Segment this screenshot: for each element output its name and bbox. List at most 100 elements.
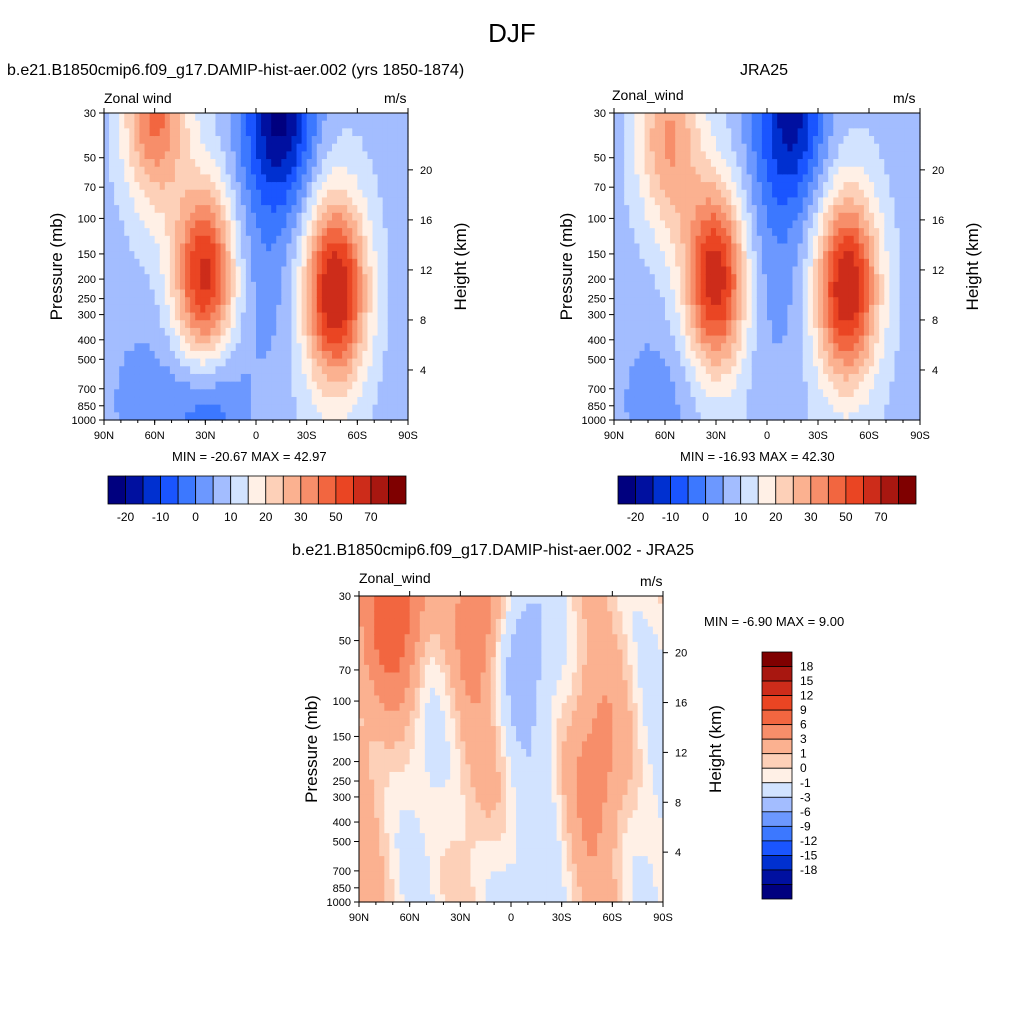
panel2-cell xyxy=(767,343,773,352)
panel1-cell xyxy=(291,335,298,344)
panel1-cell xyxy=(402,120,409,129)
panel1-cell xyxy=(205,174,211,183)
panel2-cell xyxy=(751,235,758,245)
panel1-subtitle-right: m/s xyxy=(384,90,407,106)
panel1-cell xyxy=(261,281,267,291)
panel1-cell xyxy=(326,297,333,306)
panel1-cell xyxy=(281,327,287,337)
panel2-cell xyxy=(833,304,839,314)
panel1-cell xyxy=(215,159,222,168)
panel2-cell xyxy=(700,212,707,222)
panel2-colorbar-box xyxy=(722,475,742,505)
panel1-cell xyxy=(164,166,171,175)
panel2-cell xyxy=(705,235,712,245)
panel1-cell xyxy=(215,258,222,268)
panel1-cell xyxy=(256,320,262,329)
panel2-cell xyxy=(848,235,855,245)
panel2-cell xyxy=(670,412,676,421)
panel1-cell xyxy=(114,320,120,329)
panel2-cell xyxy=(751,381,758,390)
panel2-cell xyxy=(634,113,641,122)
panel2-cell xyxy=(659,274,666,283)
panel2-cell xyxy=(802,136,809,145)
panel2-cell xyxy=(787,312,794,321)
panel2-cell xyxy=(731,174,737,183)
panel2-cell xyxy=(670,212,676,222)
panel1-cell xyxy=(372,320,379,329)
panel2-cell xyxy=(879,274,885,283)
panel2-cell xyxy=(894,258,901,268)
panel1-cell xyxy=(357,197,363,206)
panel1-cell xyxy=(342,243,348,252)
panel2-cell xyxy=(619,396,625,406)
panel1-cell xyxy=(402,327,409,337)
panel2-cell xyxy=(884,182,890,191)
panel1-cell xyxy=(129,128,135,137)
panel2-cell xyxy=(746,228,753,237)
panel1-cell xyxy=(342,166,348,175)
panel2-cell xyxy=(823,320,829,329)
panel1-cell xyxy=(337,274,343,283)
panel1-cell xyxy=(321,358,328,367)
panel1-cell xyxy=(291,289,298,298)
panel2-cell xyxy=(833,312,839,321)
panel1-cell xyxy=(291,396,298,406)
panel1-cell xyxy=(372,304,379,314)
panel2-cell xyxy=(828,281,834,291)
panel2-cell xyxy=(761,251,768,260)
panel2-cell xyxy=(654,212,661,222)
panel2-cell xyxy=(802,381,809,390)
panel1-cell xyxy=(261,143,267,152)
panel2-cell xyxy=(736,312,743,321)
panel2-cell xyxy=(812,159,819,168)
panel1-cell xyxy=(296,343,303,352)
panel2-cell xyxy=(807,212,814,222)
panel2-cell xyxy=(858,396,865,406)
panel2-cell xyxy=(614,335,620,344)
panel2-cell xyxy=(756,289,763,298)
panel1-cell xyxy=(245,358,252,367)
panel1-cell xyxy=(215,320,222,329)
panel1-cell xyxy=(119,174,125,183)
panel2-cell xyxy=(787,366,794,375)
panel2-cell xyxy=(787,182,794,191)
panel2-cell xyxy=(751,166,758,175)
panel2-cell xyxy=(894,404,901,413)
panel2-cell xyxy=(675,205,681,214)
panel1-cell xyxy=(367,320,374,329)
panel1-cell xyxy=(114,189,120,199)
panel2-cell xyxy=(879,312,885,321)
panel2-cell xyxy=(812,350,819,360)
panel1-cell xyxy=(250,243,257,252)
panel2-cell xyxy=(899,320,906,329)
panel1-cell xyxy=(124,235,130,245)
panel1-cell xyxy=(352,396,358,406)
panel2-cell xyxy=(659,389,666,398)
panel2-cell xyxy=(705,120,712,129)
panel2-cell xyxy=(695,189,702,199)
panel1-cell xyxy=(402,258,409,268)
panel2-cell xyxy=(614,373,620,383)
panel1-cell xyxy=(230,312,237,321)
panel1-cell xyxy=(134,274,141,283)
panel1-cell xyxy=(377,327,384,337)
panel2-cell xyxy=(853,366,860,375)
panel1-cell xyxy=(245,366,252,375)
panel2-cell xyxy=(690,396,697,406)
panel1-cell xyxy=(174,128,181,137)
panel1-cell xyxy=(119,281,125,291)
panel2-cell xyxy=(812,297,819,306)
panel2-cell xyxy=(869,281,875,291)
panel2-cell xyxy=(904,373,911,383)
panel1-cell xyxy=(382,297,389,306)
panel1-cell xyxy=(134,320,141,329)
panel2-cell xyxy=(899,358,906,367)
panel2-cell xyxy=(680,274,686,283)
panel1-cell xyxy=(235,212,242,222)
panel2-cell xyxy=(700,235,707,245)
panel2-cell xyxy=(807,189,814,199)
panel2-cell xyxy=(736,182,743,191)
panel2-cell xyxy=(629,389,635,398)
panel2-cell xyxy=(726,358,732,367)
panel2-cell xyxy=(879,212,885,222)
